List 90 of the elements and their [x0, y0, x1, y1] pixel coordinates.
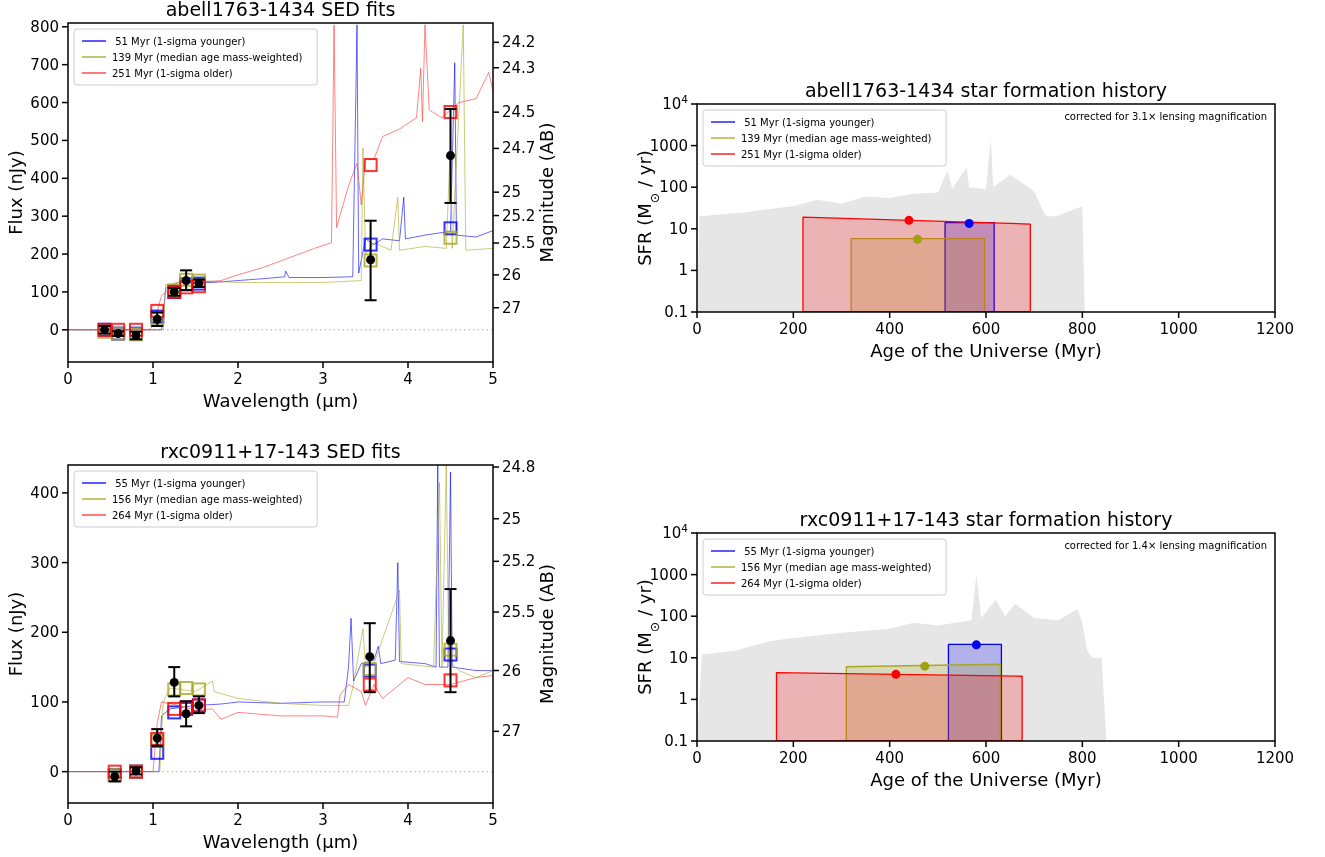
y-tick-label: 100 — [30, 282, 59, 301]
x-axis-title: Wavelength (μm) — [202, 390, 359, 411]
x-tick-label: 4 — [403, 370, 413, 388]
x-tick-label: 4 — [403, 811, 413, 829]
x-tick-label: 600 — [971, 749, 1001, 767]
text: 26 — [502, 265, 522, 284]
x-tick-label: 400 — [875, 320, 904, 338]
x-tick-label: 3 — [318, 811, 328, 829]
chart-title: rxc0911+17-143 SED fits — [160, 440, 401, 462]
text: 24.7 — [502, 139, 536, 158]
x-tick-label: 5 — [488, 370, 498, 388]
y-axis-title: Flux (nJy) — [5, 591, 26, 677]
x-tick-label: 600 — [971, 320, 1001, 338]
text: 25.5 — [502, 603, 536, 622]
y-tick-label: 10 — [668, 648, 688, 667]
text: 25.5 — [502, 234, 536, 253]
x-tick-label: 1000 — [1159, 749, 1198, 767]
legend-label: 139 Myr (median age mass-weighted) — [112, 52, 303, 63]
legend-label: 55 Myr (1-sigma younger) — [112, 478, 246, 489]
y-tick-label: 800 — [30, 17, 59, 36]
x-tick-label: 200 — [779, 320, 808, 338]
y-tick-label: 300 — [30, 207, 59, 226]
legend-label: 251 Myr (1-sigma older) — [112, 68, 233, 79]
text: 26 — [502, 661, 522, 680]
legend-label: 51 Myr (1-sigma younger) — [112, 36, 246, 47]
x-axis-title: Age of the Universe (Myr) — [870, 769, 1102, 790]
legend-label: 264 Myr (1-sigma older) — [741, 578, 862, 589]
legend-label: 55 Myr (1-sigma younger) — [741, 546, 875, 557]
y-tick-label: 1 — [678, 690, 688, 709]
text: 24.2 — [502, 33, 536, 52]
text: 24.8 — [502, 458, 536, 477]
y-tick-label: 400 — [30, 169, 59, 188]
y-tick-label: 1 — [678, 261, 688, 280]
x-tick-label: 800 — [1068, 749, 1097, 767]
y-tick-label: 500 — [30, 131, 59, 150]
x-tick-label: 0 — [692, 749, 702, 767]
x-axis-title: Wavelength (μm) — [202, 831, 359, 852]
y-tick-label: 0 — [49, 762, 59, 781]
y-tick-label: 0.1 — [664, 732, 688, 750]
y2-axis-title: Magnitude (AB) — [536, 122, 557, 263]
y-tick-label: 700 — [30, 55, 59, 74]
y-tick-label: 400 — [30, 483, 59, 502]
x-tick-label: 1200 — [1255, 749, 1295, 767]
text: 24.5 — [502, 103, 536, 122]
legend-label: 51 Myr (1-sigma younger) — [741, 117, 875, 128]
text: 27 — [502, 298, 522, 317]
text: 24.3 — [502, 58, 536, 77]
x-tick-label: 800 — [1068, 320, 1097, 338]
x-tick-label: 400 — [875, 749, 904, 767]
legend-label: 139 Myr (median age mass-weighted) — [741, 133, 932, 144]
chart-title: abell1763-1434 SED fits — [165, 0, 396, 20]
chart-title: abell1763-1434 star formation history — [804, 79, 1168, 101]
x-tick-label: 3 — [318, 370, 328, 388]
y-tick-label: 300 — [30, 553, 59, 572]
y2-axis-title: Magnitude (AB) — [536, 564, 557, 704]
y-tick-label: 10$^{4}$ — [662, 522, 689, 542]
x-tick-label: 2 — [233, 370, 243, 388]
x-tick-label: 0 — [63, 370, 73, 388]
text: 25.2 — [502, 552, 536, 571]
legend-label: 156 Myr (median age mass-weighted) — [741, 562, 932, 573]
y-tick-label: 600 — [30, 93, 59, 112]
x-tick-label: 2 — [233, 811, 243, 829]
chart-title: rxc0911+17-143 star formation history — [799, 508, 1173, 530]
x-tick-label: 1200 — [1255, 320, 1295, 338]
y-tick-label: 200 — [30, 623, 59, 642]
legend-label: 264 Myr (1-sigma older) — [112, 510, 233, 521]
x-tick-label: 5 — [488, 811, 498, 829]
x-tick-label: 1 — [148, 370, 158, 388]
x-tick-label: 200 — [779, 749, 808, 767]
y-tick-label: 0.1 — [664, 303, 688, 321]
text: 25 — [502, 183, 522, 202]
y-tick-label: 100 — [30, 692, 59, 711]
text: 25.2 — [502, 206, 536, 225]
x-axis-title: Age of the Universe (Myr) — [870, 340, 1102, 361]
y-tick-label: 10$^{4}$ — [662, 93, 689, 113]
text: 27 — [502, 722, 522, 741]
annotation: corrected for 3.1× lensing magnification — [1064, 111, 1267, 122]
text: 25 — [502, 509, 522, 528]
y-axis-title: Flux (nJy) — [5, 150, 26, 235]
y-tick-label: 200 — [30, 245, 59, 264]
annotation: corrected for 1.4× lensing magnification — [1064, 540, 1267, 551]
x-tick-label: 0 — [63, 811, 73, 829]
y-tick-label: 100 — [659, 178, 688, 197]
y-tick-label: 100 — [659, 607, 688, 626]
x-tick-label: 0 — [692, 320, 702, 338]
y-tick-label: 10 — [668, 219, 688, 238]
x-tick-label: 1 — [148, 811, 158, 829]
x-tick-label: 1000 — [1159, 320, 1198, 338]
legend-label: 156 Myr (median age mass-weighted) — [112, 494, 303, 505]
legend-label: 251 Myr (1-sigma older) — [741, 149, 862, 160]
